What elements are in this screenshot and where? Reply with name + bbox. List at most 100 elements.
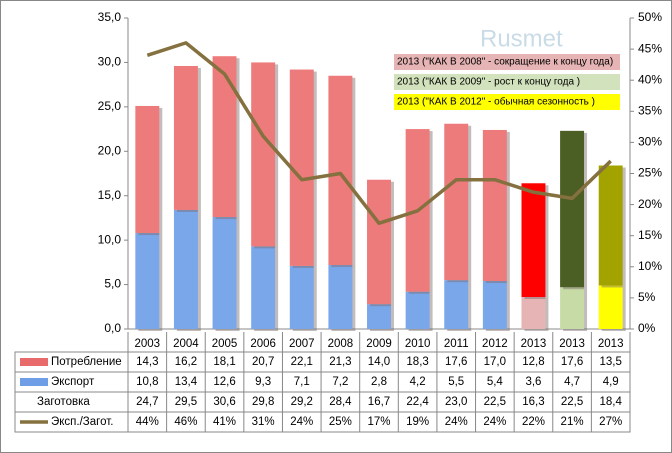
table-value: 31% xyxy=(252,416,275,428)
table-value: 4,7 xyxy=(564,376,580,388)
table-value: 24,7 xyxy=(136,396,158,408)
y-tick-label: 10,0 xyxy=(98,232,122,246)
table-value: 29,2 xyxy=(291,396,313,408)
table-value: 5,4 xyxy=(487,376,504,388)
bar xyxy=(521,297,546,329)
y-tick-label: 35,0 xyxy=(98,10,122,24)
y-tick-label: 0,0 xyxy=(104,321,121,335)
scenario-label: 2013 ("КАК В 2008" - сокращение к концу … xyxy=(397,57,613,68)
x-tick-label: 2012 xyxy=(482,338,508,350)
y2-tick-label: 35% xyxy=(638,103,662,117)
table-value: 28,4 xyxy=(329,396,352,408)
table-value: 30,6 xyxy=(213,396,235,408)
legend-label: Заготовка xyxy=(37,396,90,408)
table-value: 41% xyxy=(213,416,236,428)
y2-tick-label: 10% xyxy=(638,259,662,273)
y2-tick-label: 5% xyxy=(638,290,656,304)
x-tick-label: 2011 xyxy=(444,338,469,350)
table-value: 16,3 xyxy=(522,396,544,408)
x-tick-label: 2009 xyxy=(366,338,392,350)
y2-tick-label: 40% xyxy=(638,72,662,86)
table-value: 22% xyxy=(522,416,545,428)
table-value: 24% xyxy=(483,416,506,428)
table-value: 19% xyxy=(406,416,429,428)
bar xyxy=(482,129,507,282)
table-value: 22,1 xyxy=(291,356,313,368)
table-value: 24% xyxy=(445,416,468,428)
table-value: 17% xyxy=(367,416,390,428)
table-value: 3,6 xyxy=(525,376,541,388)
table-value: 14,0 xyxy=(368,356,390,368)
x-tick-label: 2005 xyxy=(212,338,238,350)
table-value: 29,5 xyxy=(175,396,197,408)
line xyxy=(146,41,612,226)
bar xyxy=(289,265,314,329)
bar xyxy=(482,281,507,329)
bar xyxy=(328,75,353,266)
scenario-box xyxy=(394,74,620,90)
x-tick-label: 2007 xyxy=(289,338,315,350)
legend-swatch xyxy=(20,378,48,386)
bar xyxy=(444,280,469,329)
bar xyxy=(135,105,160,234)
bar xyxy=(598,285,623,329)
table-value: 18,4 xyxy=(599,396,622,408)
bar xyxy=(560,287,585,329)
table-value: 17,6 xyxy=(445,356,467,368)
table-value: 17,6 xyxy=(561,356,583,368)
table-value: 20,7 xyxy=(252,356,274,368)
table-value: 7,2 xyxy=(332,376,348,388)
table-value: 4,9 xyxy=(603,376,619,388)
y-tick-label: 5,0 xyxy=(104,277,121,291)
bar xyxy=(135,233,160,329)
legend-label: Эксп./Загот. xyxy=(51,416,113,428)
y2-tick-label: 20% xyxy=(638,197,662,211)
table-value: 16,7 xyxy=(368,396,390,408)
table-value: 24% xyxy=(290,416,313,428)
table-value: 13,4 xyxy=(175,376,198,388)
table-value: 10,8 xyxy=(136,376,158,388)
table-value: 22,4 xyxy=(406,396,429,408)
legend-swatch xyxy=(20,358,48,366)
bar xyxy=(212,56,237,218)
bar xyxy=(212,217,237,329)
bar xyxy=(173,65,198,210)
x-tick-label: 2003 xyxy=(135,338,161,350)
y-tick-label: 25,0 xyxy=(98,99,122,113)
bar xyxy=(598,165,623,286)
y2-tick-label: 0% xyxy=(638,321,656,335)
bar xyxy=(560,130,585,288)
y-tick-label: 15,0 xyxy=(98,188,122,202)
y2-tick-label: 25% xyxy=(638,166,662,180)
table-value: 17,0 xyxy=(484,356,506,368)
x-tick-label: 2013 xyxy=(598,338,624,350)
table-value: 21% xyxy=(561,416,584,428)
bar xyxy=(328,265,353,329)
scenario-label: 2013 ("КАК В 2012" - обычная сезонность … xyxy=(397,96,595,108)
y2-tick-label: 30% xyxy=(638,135,662,149)
table-value: 5,5 xyxy=(448,376,464,388)
table-value: 9,3 xyxy=(255,376,271,388)
table-value: 16,2 xyxy=(175,356,197,368)
scenario-box xyxy=(394,54,620,70)
bar xyxy=(405,291,430,329)
bar xyxy=(173,209,198,329)
table-value: 27% xyxy=(599,416,622,428)
table-value: 2,8 xyxy=(371,376,387,388)
y-tick-label: 20,0 xyxy=(98,143,122,157)
legend-label: Экспорт xyxy=(51,376,95,388)
table-value: 21,3 xyxy=(329,356,351,368)
y2-tick-label: 15% xyxy=(638,228,662,242)
x-tick-label: 2008 xyxy=(328,338,354,350)
y2-tick-label: 45% xyxy=(638,41,662,55)
x-tick-label: 2010 xyxy=(405,338,431,350)
table-value: 22,5 xyxy=(484,396,506,408)
table-value: 18,3 xyxy=(406,356,428,368)
table-value: 12,8 xyxy=(522,356,544,368)
table-value: 22,5 xyxy=(561,396,583,408)
y2-tick-label: 50% xyxy=(638,10,662,24)
y-tick-label: 30,0 xyxy=(98,55,122,69)
scenario-label: 2013 ("КАК В 2009" - рост к концу года ) xyxy=(397,77,580,88)
x-tick-label: 2004 xyxy=(173,338,199,350)
